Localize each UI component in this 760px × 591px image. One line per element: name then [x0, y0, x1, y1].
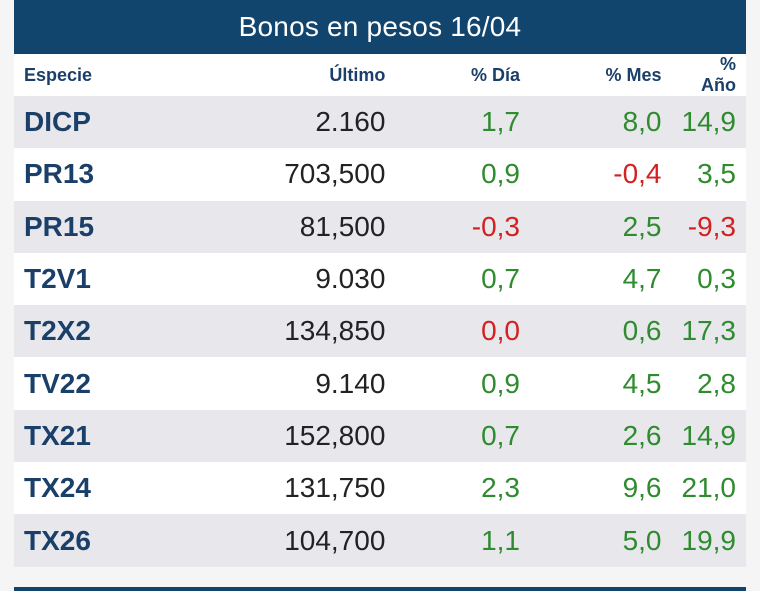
pct-year-cell: 2,8	[697, 367, 736, 399]
pct-day-cell: 0,9	[481, 367, 520, 399]
table-row: TX26 104,700 1,1 5,0 19,9	[14, 514, 746, 567]
pct-year-cell: 0,3	[697, 263, 736, 295]
header-pct-dia: % Día	[470, 64, 520, 85]
pct-year-cell: 14,9	[681, 419, 737, 451]
last-price-cell: 2.160	[315, 106, 386, 138]
pct-day-cell: 2,3	[481, 472, 520, 504]
table-row: PR13 703,500 0,9 -0,4 3,5	[14, 148, 746, 201]
header-especie: Especie	[24, 64, 93, 85]
ticker-cell: TX21	[24, 419, 91, 451]
bond-table: Especie Último % Día % Mes % Año DICP 2.1…	[14, 54, 746, 567]
pct-month-cell: 0,6	[622, 315, 662, 347]
header-pct-mes: % Mes	[605, 64, 662, 85]
last-price-cell: 9.030	[315, 263, 386, 295]
pct-year-cell: 14,9	[681, 106, 737, 138]
pct-month-cell: 9,6	[622, 472, 662, 504]
ticker-cell: DICP	[24, 106, 91, 138]
last-price-cell: 81,500	[299, 210, 386, 242]
ticker-cell: TX24	[24, 472, 91, 504]
ticker-cell: PR13	[24, 158, 95, 190]
pct-day-cell: -0,3	[471, 210, 520, 242]
pct-day-cell: 1,1	[481, 524, 520, 556]
header-row: Especie Último % Día % Mes % Año	[14, 54, 746, 96]
pct-day-cell: 0,7	[481, 263, 520, 295]
pct-month-cell: 5,0	[622, 524, 662, 556]
last-price-cell: 9.140	[315, 367, 386, 399]
bond-table-card: Bonos en pesos 16/04 Especie Último % Dí…	[14, 0, 746, 567]
ticker-cell: TV22	[24, 367, 91, 399]
last-price-cell: 104,700	[284, 524, 386, 556]
table-title: Bonos en pesos 16/04	[14, 0, 746, 54]
header-ultimo: Último	[329, 64, 386, 85]
last-price-cell: 131,750	[284, 472, 386, 504]
pct-month-cell: 2,5	[622, 210, 662, 242]
pct-month-cell: 8,0	[622, 106, 662, 138]
last-price-cell: 134,850	[284, 315, 386, 347]
pct-day-cell: 0,9	[481, 158, 520, 190]
pct-year-cell: 21,0	[681, 472, 737, 504]
pct-day-cell: 0,0	[481, 315, 520, 347]
pct-year-cell: -9,3	[687, 210, 736, 242]
header-pct-anio: % Año	[701, 54, 736, 95]
ticker-cell: TX26	[24, 524, 91, 556]
last-price-cell: 152,800	[284, 419, 386, 451]
pct-month-cell: -0,4	[613, 158, 662, 190]
pct-day-cell: 1,7	[481, 106, 520, 138]
last-price-cell: 703,500	[284, 158, 386, 190]
table-row: T2V1 9.030 0,7 4,7 0,3	[14, 252, 746, 306]
table-row: DICP 2.160 1,7 8,0 14,9	[14, 96, 746, 149]
ticker-cell: PR15	[24, 210, 95, 242]
pct-day-cell: 0,7	[481, 419, 520, 451]
pct-month-cell: 2,6	[622, 419, 662, 451]
table-body: DICP 2.160 1,7 8,0 14,9 PR13 703,500 0,9 -0,4 3,5…	[14, 96, 746, 567]
pct-month-cell: 4,5	[622, 367, 662, 399]
ticker-cell: T2X2	[24, 315, 91, 347]
pct-year-cell: 17,3	[681, 315, 737, 347]
pct-month-cell: 4,7	[622, 263, 662, 295]
footer-divider	[14, 587, 746, 591]
ticker-cell: T2V1	[24, 263, 91, 295]
table-row: PR15 81,500 -0,3 2,5 -9,3	[14, 200, 746, 253]
table-row: TX21 152,800 0,7 2,6 14,9	[14, 409, 746, 463]
pct-year-cell: 3,5	[697, 158, 736, 190]
pct-year-cell: 19,9	[681, 524, 737, 556]
table-row: TV22 9.140 0,9 4,5 2,8	[14, 357, 746, 410]
table-row: T2X2 134,850 0,0 0,6 17,3	[14, 305, 746, 358]
table-row: TX24 131,750 2,3 9,6 21,0	[14, 462, 746, 515]
